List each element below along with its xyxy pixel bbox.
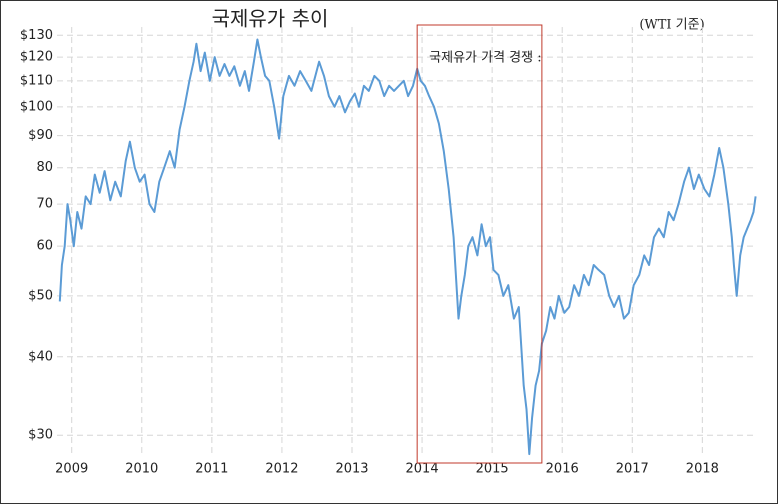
y-tick-label: $100 [20,99,53,114]
y-tick-label: $110 [20,73,53,88]
y-tick-label: 60 [36,239,53,254]
y-tick-label: $40 [28,349,53,364]
y-tick-label: $30 [28,428,53,443]
x-tick-label: 2012 [265,462,298,477]
highlight-box [416,24,543,464]
y-tick-label: $120 [20,50,53,65]
y-tick-label: $130 [20,28,53,43]
price-line [58,38,757,456]
x-tick-label: 2017 [616,462,649,477]
y-tick-label: $90 [28,128,53,143]
x-tick-label: 2011 [195,462,228,477]
y-tick-label: 80 [36,160,53,175]
y-tick-label: 70 [36,197,53,212]
x-tick-label: 2016 [546,462,579,477]
x-tick-label: 2009 [55,462,88,477]
chart-title: 국제유가 추이 [212,7,329,31]
x-tick-label: 2013 [335,462,368,477]
x-tick-label: 2014 [406,462,439,477]
x-tick-label: 2010 [125,462,158,477]
y-tick-label: $50 [28,288,53,303]
chart-subtitle: (WTI 기준) [639,18,704,33]
x-tick-label: 2018 [686,462,719,477]
annotation: 국제유가 가격 경쟁 : [429,51,541,66]
x-tick-label: 2015 [476,462,509,477]
